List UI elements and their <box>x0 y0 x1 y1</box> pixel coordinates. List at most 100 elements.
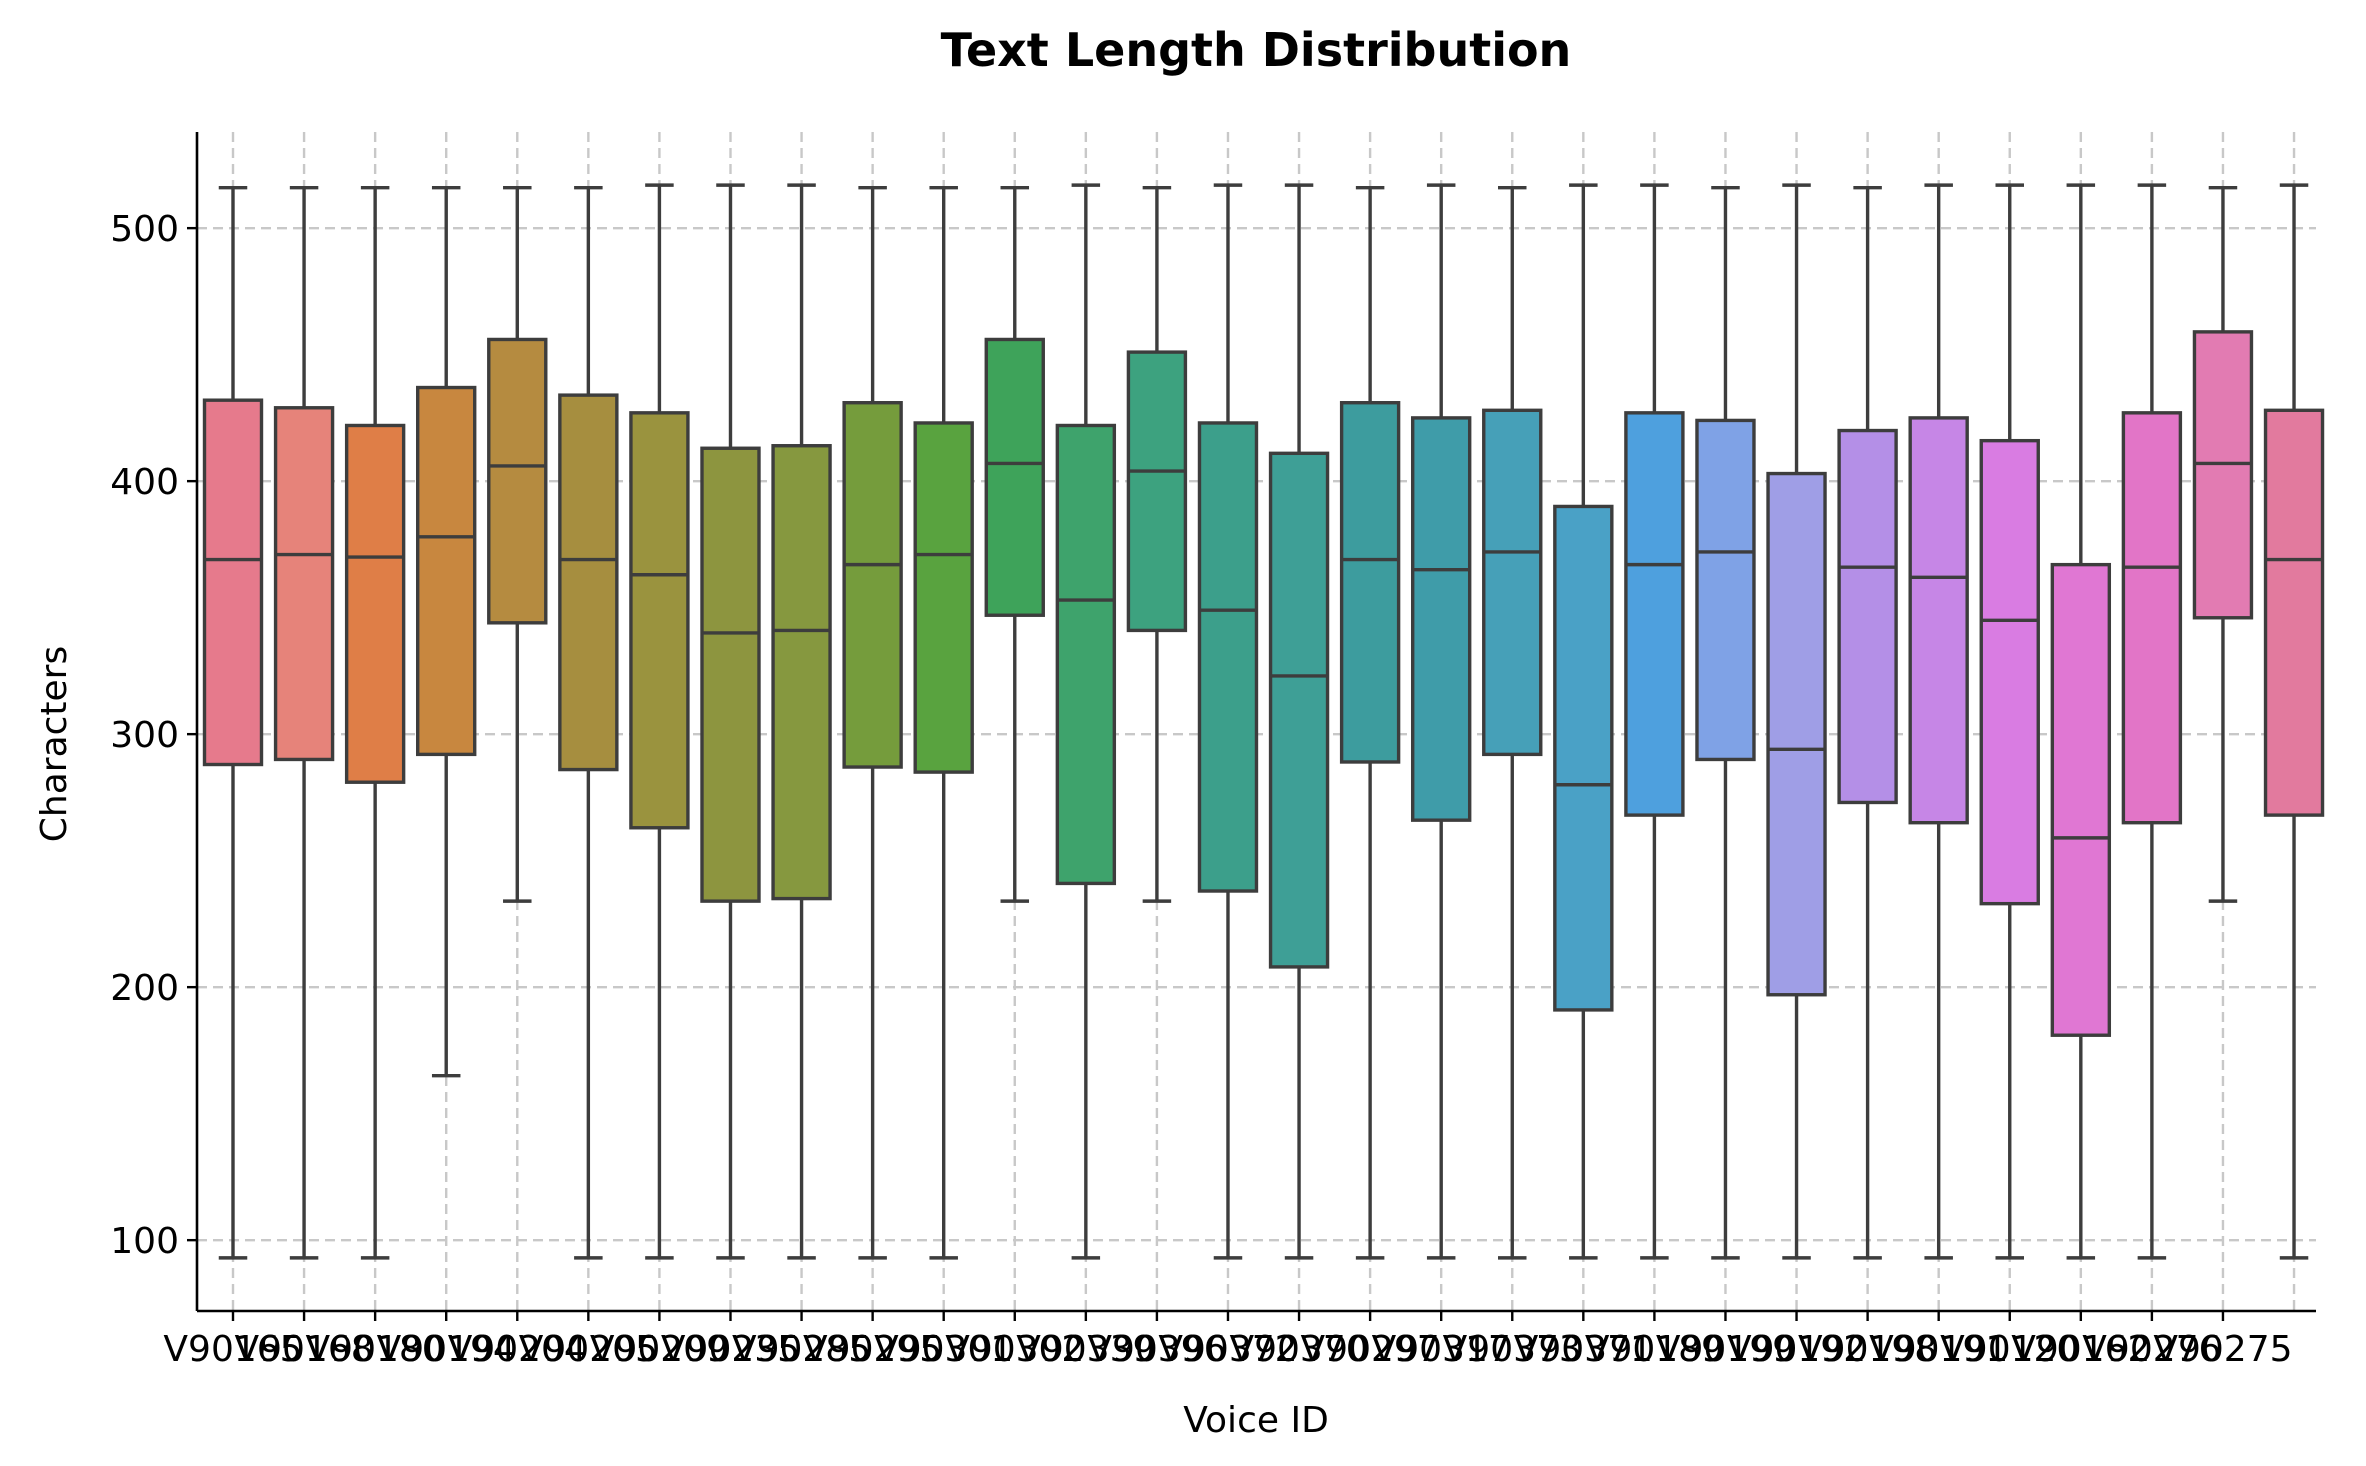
iqr-box <box>1695 418 1756 762</box>
y-tick-label: 300 <box>110 715 179 756</box>
x-tick-label: V90235 <box>661 1329 800 1370</box>
x-tick-label: V90192 <box>1727 1329 1866 1370</box>
box-V90168 <box>273 185 335 1260</box>
x-tick-label: V90205 <box>519 1329 658 1370</box>
x-tick-label: V90162 <box>2011 1329 2150 1370</box>
iqr-box <box>700 446 761 903</box>
iqr-box <box>1197 421 1259 893</box>
box-V90235 <box>700 183 761 1260</box>
x-tick-label: V90317 <box>1372 1329 1511 1370</box>
box-V90317 <box>1410 183 1472 1260</box>
box-V90180 <box>344 185 406 1260</box>
box-V90192 <box>1766 183 1827 1260</box>
x-tick-label: V90301 <box>874 1329 1013 1370</box>
iqr-box <box>913 421 974 774</box>
box-V90204 <box>487 185 548 903</box>
x-tick-label: V90302 <box>945 1329 1084 1370</box>
box-V90189 <box>1624 183 1685 1260</box>
iqr-box <box>273 406 335 762</box>
box-V90194 <box>416 185 477 1078</box>
x-tick-label: V90373 <box>1443 1329 1582 1370</box>
chart-title: Text Length Distribution <box>941 23 1572 77</box>
x-tick-label: V90275 <box>2153 1329 2292 1370</box>
x-tick-label: V90276 <box>2082 1329 2221 1370</box>
iqr-box <box>1766 471 1827 997</box>
box-V90396 <box>1126 185 1188 903</box>
iqr-box <box>1837 428 1898 805</box>
y-tick-label: 500 <box>110 209 179 250</box>
iqr-box <box>1268 451 1330 969</box>
x-tick-label: V90165 <box>163 1329 302 1370</box>
x-tick-label: V90191 <box>1869 1329 2008 1370</box>
iqr-box <box>984 337 1045 617</box>
y-tick-label: 400 <box>110 462 179 503</box>
iqr-box <box>1908 416 1969 825</box>
iqr-box <box>1055 423 1117 886</box>
x-tick-label: V90371 <box>1514 1329 1653 1370</box>
iqr-box <box>842 401 903 769</box>
iqr-box <box>2121 411 2183 825</box>
x-tick-label: V90370 <box>1229 1329 1368 1370</box>
box-V90198 <box>1837 185 1898 1260</box>
iqr-box <box>487 337 548 625</box>
iqr-box <box>629 411 690 830</box>
box-V90205 <box>558 185 619 1260</box>
x-tick-label: V90297 <box>1301 1329 1440 1370</box>
axis-layer: 100200300400500V90165V90168V90180V90194V… <box>110 132 2316 1370</box>
box-V90276 <box>2121 183 2183 1260</box>
iqr-box <box>1624 411 1685 817</box>
box-V90275 <box>2192 185 2254 903</box>
iqr-box <box>1979 438 2040 906</box>
box-V90191 <box>1908 183 1969 1260</box>
iqr-box <box>1410 416 1472 822</box>
box-V90302 <box>984 185 1045 903</box>
box-V90373 <box>1482 185 1543 1260</box>
x-tick-label: V90180 <box>306 1329 445 1370</box>
x-tick-label: V90209 <box>590 1329 729 1370</box>
x-tick-label: V90295 <box>803 1329 942 1370</box>
x-tick-label: V90372 <box>1158 1329 1297 1370</box>
iqr-box <box>2050 562 2112 1037</box>
iqr-box <box>2192 330 2254 620</box>
box-V90199 <box>1695 185 1756 1260</box>
box-V90209 <box>629 183 690 1260</box>
x-tick-label: V90198 <box>1798 1329 1937 1370</box>
box-V90297 <box>1339 185 1401 1260</box>
box-V90162 <box>2050 183 2112 1260</box>
iqr-box <box>2263 408 2325 817</box>
iqr-box <box>771 444 832 901</box>
x-tick-label: V90396 <box>1087 1329 1226 1370</box>
iqr-box <box>202 398 264 767</box>
x-tick-label: V90194 <box>377 1329 516 1370</box>
x-tick-label: V90204 <box>448 1329 587 1370</box>
iqr-box <box>1553 504 1614 1012</box>
box-V90295 <box>842 185 903 1260</box>
x-axis-title: Voice ID <box>1183 1400 1329 1441</box>
x-tick-label: V90168 <box>234 1329 373 1370</box>
iqr-box <box>416 385 477 757</box>
x-tick-label: V90189 <box>1585 1329 1724 1370</box>
iqr-box <box>1339 401 1401 764</box>
box-V90371 <box>1553 183 1614 1260</box>
x-tick-label: V90199 <box>1656 1329 1795 1370</box>
box-V90165 <box>202 185 264 1260</box>
iqr-box <box>344 423 406 784</box>
iqr-box <box>1482 408 1543 757</box>
y-tick-label: 100 <box>110 1221 179 1262</box>
x-tick-label: V90120 <box>1940 1329 2079 1370</box>
box-V90301 <box>913 185 974 1260</box>
x-tick-label: V90285 <box>732 1329 871 1370</box>
box-V90370 <box>1268 183 1330 1260</box>
box-29 <box>2263 183 2325 1260</box>
iqr-box <box>1126 350 1188 633</box>
iqr-box <box>558 393 619 772</box>
box-layer <box>202 183 2325 1260</box>
y-tick-label: 200 <box>110 968 179 1009</box>
x-tick-label: V90339 <box>1016 1329 1155 1370</box>
box-V90285 <box>771 183 832 1260</box>
box-V90339 <box>1055 183 1117 1260</box>
y-axis-title: Characters <box>34 646 75 843</box>
box-V90120 <box>1979 183 2040 1260</box>
box-V90372 <box>1197 183 1259 1260</box>
